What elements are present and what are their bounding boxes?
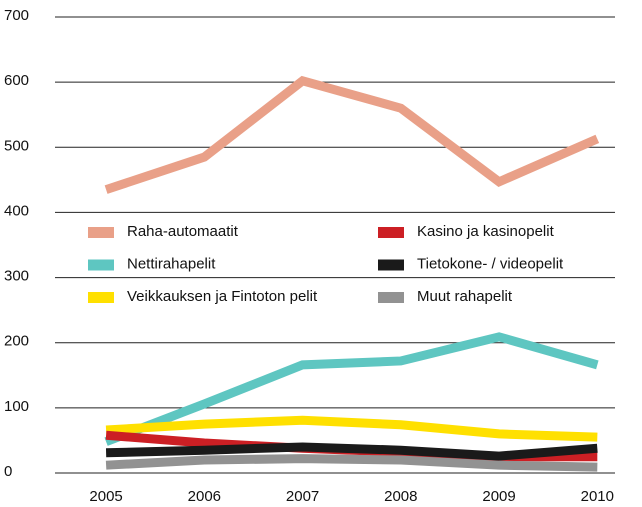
line-series bbox=[104, 332, 599, 446]
y-tick-label: 700 bbox=[4, 7, 29, 24]
legend-swatch bbox=[88, 227, 114, 238]
line-series bbox=[104, 75, 600, 194]
legend-swatch bbox=[88, 292, 114, 303]
legend-label: Kasino ja kasinopelit bbox=[417, 223, 555, 240]
y-tick-label: 200 bbox=[4, 333, 29, 350]
legend-label: Veikkauksen ja Fintoton pelit bbox=[127, 288, 318, 305]
y-tick-label: 600 bbox=[4, 72, 29, 89]
legend: Raha-automaatit Kasino ja kasinopelit Nett… bbox=[88, 223, 564, 305]
legend-swatch bbox=[378, 292, 404, 303]
line-series bbox=[105, 454, 598, 472]
legend-label: Tietokone- / videopelit bbox=[417, 255, 564, 272]
legend-swatch bbox=[378, 227, 404, 238]
y-tick-label: 100 bbox=[4, 398, 29, 415]
legend-swatch bbox=[88, 259, 114, 271]
x-tick-label: 2008 bbox=[384, 488, 417, 505]
y-tick-label: 500 bbox=[4, 137, 29, 154]
x-tick-label: 2007 bbox=[286, 488, 319, 505]
x-tick-label: 2005 bbox=[89, 488, 122, 505]
legend-label: Raha-automaatit bbox=[127, 223, 239, 240]
y-tick-label: 300 bbox=[4, 268, 29, 285]
line-series bbox=[105, 442, 598, 461]
x-tick-label: 2006 bbox=[188, 488, 221, 505]
line-series bbox=[105, 415, 598, 442]
x-tick-label: 2009 bbox=[482, 488, 515, 505]
legend-label: Nettirahapelit bbox=[127, 255, 216, 272]
y-tick-label: 0 bbox=[4, 463, 12, 480]
y-tick-label: 400 bbox=[4, 202, 29, 219]
legend-swatch bbox=[378, 259, 404, 271]
x-tick-label: 2010 bbox=[581, 488, 614, 505]
legend-label: Muut rahapelit bbox=[417, 288, 513, 305]
